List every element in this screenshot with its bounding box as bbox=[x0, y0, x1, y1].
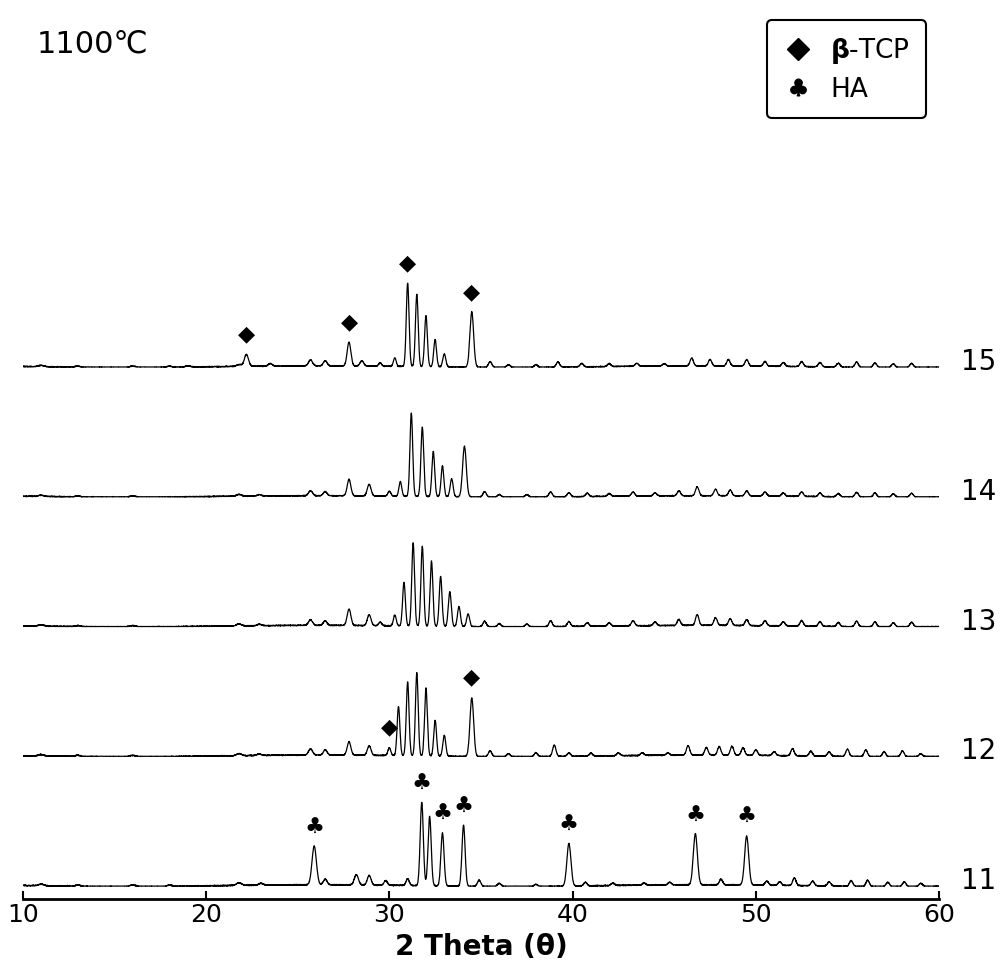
Text: ◆: ◆ bbox=[381, 717, 398, 738]
X-axis label: 2 Theta (θ): 2 Theta (θ) bbox=[395, 933, 567, 961]
Text: 11: 11 bbox=[961, 867, 996, 895]
Text: ♣: ♣ bbox=[304, 818, 324, 838]
Text: ♣: ♣ bbox=[685, 805, 705, 826]
Text: ♣: ♣ bbox=[412, 774, 432, 794]
Text: ♣: ♣ bbox=[737, 807, 757, 828]
Text: 12: 12 bbox=[961, 738, 996, 766]
Text: 15: 15 bbox=[961, 348, 996, 376]
Text: 14: 14 bbox=[961, 478, 996, 505]
Text: ♣: ♣ bbox=[432, 804, 452, 825]
Text: ♣: ♣ bbox=[454, 797, 474, 817]
Text: ◆: ◆ bbox=[399, 254, 416, 273]
Text: ◆: ◆ bbox=[238, 324, 255, 345]
Text: ◆: ◆ bbox=[463, 668, 480, 688]
Text: 1100℃: 1100℃ bbox=[37, 29, 148, 58]
Text: 13: 13 bbox=[961, 608, 996, 636]
Text: ◆: ◆ bbox=[463, 282, 480, 302]
Text: ♣: ♣ bbox=[559, 815, 579, 835]
Text: ◆: ◆ bbox=[340, 312, 358, 332]
Legend: $\bf{\beta}$-TCP, HA: $\bf{\beta}$-TCP, HA bbox=[767, 20, 926, 118]
